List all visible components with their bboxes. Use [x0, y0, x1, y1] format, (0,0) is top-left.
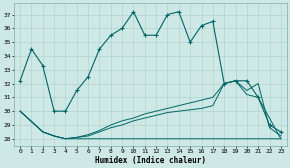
X-axis label: Humidex (Indice chaleur): Humidex (Indice chaleur)	[95, 156, 206, 164]
